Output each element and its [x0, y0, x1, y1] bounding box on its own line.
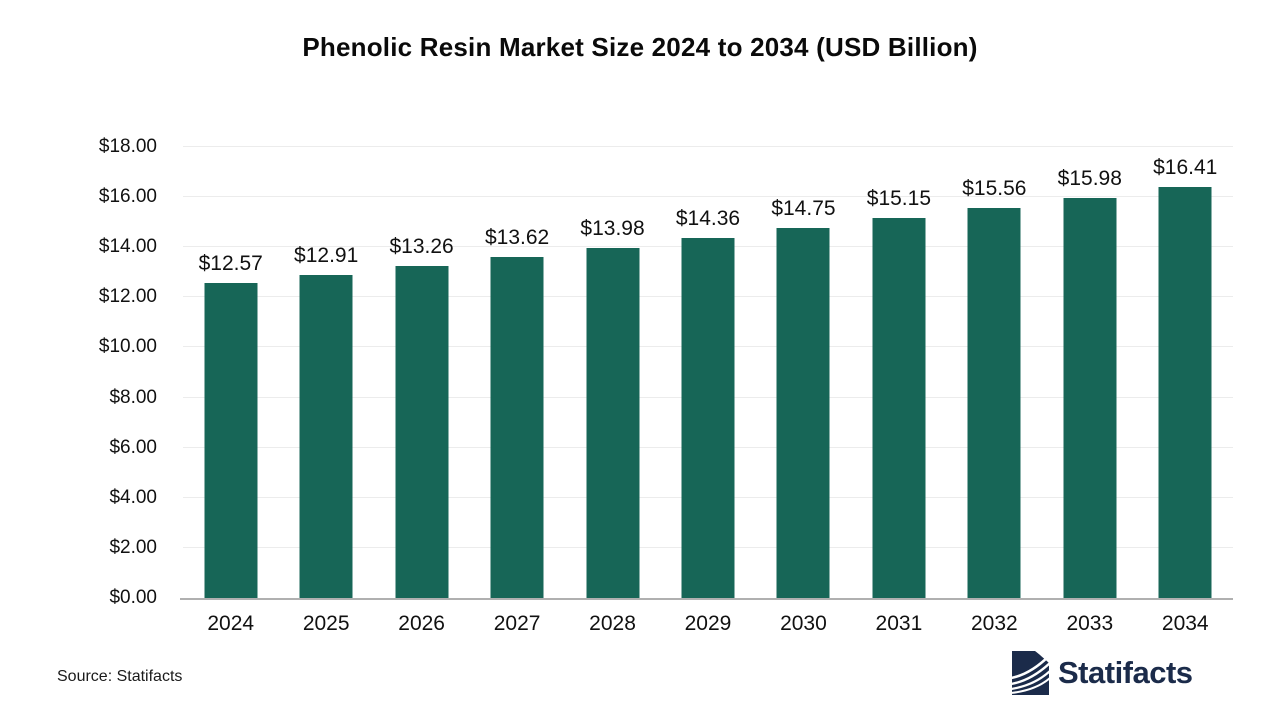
y-tick-label: $16.00	[98, 186, 157, 208]
bar-group-2028: $13.98 2028	[565, 147, 660, 635]
bar	[1158, 186, 1212, 598]
bar-group-2034: $16.41 2034	[1138, 147, 1233, 635]
y-tick-label: $6.00	[109, 436, 157, 458]
bar-value-label: $15.98	[1057, 166, 1122, 190]
bar	[204, 283, 258, 598]
bar	[681, 238, 735, 598]
bar-value-label: $13.98	[580, 216, 645, 240]
x-tick-label: 2026	[398, 612, 445, 635]
bar	[395, 265, 449, 598]
gridline	[183, 196, 1233, 198]
bar-value-label: $12.91	[294, 243, 359, 267]
x-tick-label: 2024	[207, 612, 255, 635]
brand-logo: Statifacts	[1012, 650, 1193, 696]
bar-group-2026: $13.26 2026	[374, 147, 469, 635]
bar-group-2030: $14.75 2030	[756, 147, 851, 635]
bar-value-label: $14.36	[675, 207, 741, 231]
x-tick-label: 2032	[970, 612, 1018, 635]
y-tick-label: $4.00	[109, 486, 157, 508]
x-axis-line	[180, 598, 1233, 600]
x-tick-label: 2033	[1066, 612, 1114, 635]
brand-name: Statifacts	[1058, 655, 1193, 690]
y-tick-label: $14.00	[98, 236, 157, 258]
bar	[776, 228, 830, 598]
bar-value-label: $12.57	[198, 252, 263, 276]
bar-group-2032: $15.56 2032	[947, 147, 1042, 635]
x-tick-label: 2028	[589, 612, 636, 635]
y-tick-label: $0.00	[109, 587, 157, 608]
bar	[586, 247, 640, 598]
bar	[967, 208, 1021, 598]
bar-group-2024: $12.57 2024	[183, 147, 278, 635]
bar-value-label: $15.15	[866, 187, 932, 211]
bar-value-label: $16.41	[1153, 155, 1218, 179]
statifacts-waves-icon	[1012, 651, 1049, 695]
bar	[1063, 197, 1117, 598]
bar-group-2033: $15.98 2033	[1042, 147, 1137, 635]
source-note: Source: Statifacts	[57, 668, 183, 685]
bar-value-label: $13.62	[484, 225, 550, 249]
plot-area: $12.57 2024 $12.91 2025 $13.26 2026 $13.62 2027…	[180, 146, 1233, 635]
y-tick-label: $12.00	[98, 286, 157, 308]
y-tick-label: $18.00	[98, 136, 157, 157]
y-tick-label: $10.00	[98, 336, 157, 358]
y-axis: $0.00 $2.00 $4.00 $6.00 $8.00 $10.00 $12.00 $14…	[0, 136, 157, 608]
bar	[872, 218, 926, 598]
gridline	[183, 146, 1233, 147]
chart-title: Phenolic Resin Market Size 2024 to 2034 …	[302, 32, 978, 62]
x-tick-label: 2030	[780, 612, 827, 635]
x-tick-label: 2029	[684, 612, 732, 635]
bar-group-2025: $12.91 2025	[278, 147, 373, 635]
bar-group-2029: $14.36 2029	[660, 147, 755, 635]
bar-value-label: $13.26	[389, 234, 454, 258]
bar-value-label: $15.56	[962, 177, 1027, 201]
bar-group-2027: $13.62 2027	[469, 147, 564, 635]
x-tick-label: 2034	[1161, 612, 1209, 635]
x-tick-label: 2031	[875, 612, 923, 635]
bar-value-label: $14.75	[771, 197, 836, 221]
y-tick-label: $8.00	[109, 386, 157, 408]
x-tick-label: 2025	[302, 612, 350, 635]
bar	[299, 274, 353, 598]
y-tick-label: $2.00	[109, 536, 157, 558]
bar	[490, 256, 544, 598]
bar-group-2031: $15.15 2031	[851, 147, 946, 635]
x-tick-label: 2027	[493, 612, 541, 635]
